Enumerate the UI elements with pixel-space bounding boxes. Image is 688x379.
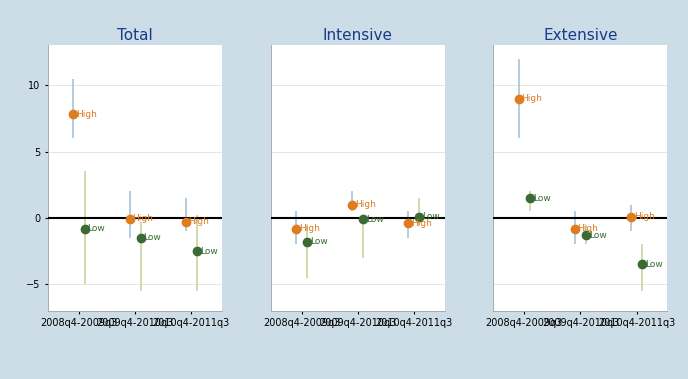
Text: Low: Low [87,224,105,233]
Text: High: High [189,218,209,226]
Title: Extensive: Extensive [543,28,618,43]
Text: Low: Low [645,260,663,269]
Text: Low: Low [533,194,550,202]
Text: Low: Low [310,237,327,246]
Text: Low: Low [200,247,217,255]
Text: High: High [132,214,153,223]
Text: Low: Low [589,231,607,240]
Text: High: High [299,224,320,233]
Title: Intensive: Intensive [323,28,393,43]
Title: Total: Total [117,28,153,43]
Text: Low: Low [144,233,161,242]
Text: High: High [522,94,542,103]
Text: High: High [76,110,97,119]
Text: High: High [411,219,432,228]
Text: Low: Low [366,215,384,224]
Text: High: High [578,224,599,233]
Text: Low: Low [422,212,440,221]
Text: High: High [355,200,376,209]
Text: High: High [634,212,654,221]
